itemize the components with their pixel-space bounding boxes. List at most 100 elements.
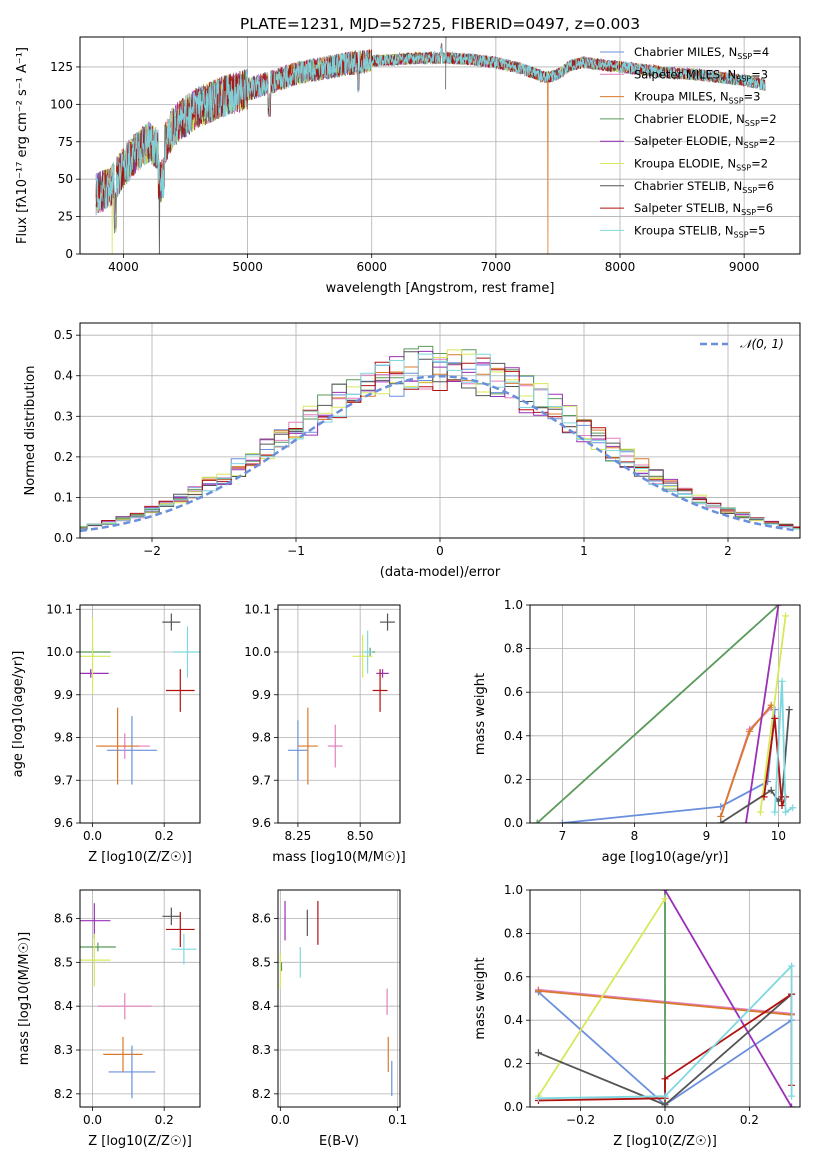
x-axis-label: mass [log10(M/M☉)] xyxy=(272,850,405,865)
x-axis-label: age [log10(age/yr)] xyxy=(602,850,729,865)
y-tick-label: 0.6 xyxy=(504,970,523,984)
x-tick-label: 0.0 xyxy=(83,1113,102,1127)
series-point xyxy=(789,804,797,812)
series-point xyxy=(717,819,725,823)
series-point xyxy=(756,808,764,816)
page-title: PLATE=1231, MJD=52725, FIBERID=0497, z=0… xyxy=(240,15,640,33)
y-axis-label: Flux [fλ10⁻¹⁷ erg cm⁻² s⁻¹ A⁻¹] xyxy=(15,47,30,244)
y-tick-label: 100 xyxy=(50,97,73,111)
y-tick-label: 8.6 xyxy=(252,911,271,925)
grid-lines xyxy=(278,605,400,824)
series-kroupa-miles xyxy=(717,701,775,820)
series-line xyxy=(745,605,780,823)
x-tick-label: 0.0 xyxy=(655,1113,674,1127)
x-tick-label: −0.2 xyxy=(566,1113,595,1127)
series-point xyxy=(788,1092,796,1100)
errorbar-kroupa-miles xyxy=(103,1036,143,1072)
y-tick-label: 0.0 xyxy=(54,531,73,545)
x-tick-label: 1 xyxy=(580,544,588,558)
y-tick-label: 0.5 xyxy=(54,328,73,342)
y-tick-label: 0.6 xyxy=(504,685,523,699)
mass-vs-Z-panel: 0.0 0.2 8.2 8.3 8.4 8.5 8.6 Z [log10(Z/Z☉)] mass… xyxy=(17,889,201,1149)
series-point xyxy=(661,1101,669,1107)
errorbar-salpeter-miles xyxy=(97,993,152,1020)
legend-entry-kroupa-miles: Kroupa MILES, NSSP=3 xyxy=(634,90,760,106)
mass-vs-EBV-panel: 0.0 0.1 8.2 8.3 8.4 8.5 8.6 E(B-V) xyxy=(252,889,407,1149)
series-point xyxy=(782,612,790,620)
series-point xyxy=(782,808,790,816)
x-tick-label: 0.0 xyxy=(83,829,102,843)
grid-lines xyxy=(80,605,200,824)
errorbar-chabrier-miles xyxy=(108,1045,156,1099)
y-tick-label: 0.4 xyxy=(504,729,523,743)
y-tick-label: 9.8 xyxy=(54,731,73,745)
legend-entry-kroupa-stelib: Kroupa STELIB, NSSP=5 xyxy=(634,223,765,239)
age-vs-mass-panel: 8.25 8.50 9.6 9.7 9.8 9.9 10.0 10.1 mass [log10(… xyxy=(244,602,405,865)
errorbar-salpeter-elodie xyxy=(80,903,111,939)
y-axis-label: Normed distribution xyxy=(23,366,38,496)
grid-lines xyxy=(530,604,800,824)
x-tick-label: 2 xyxy=(724,544,732,558)
legend-entry-kroupa-elodie: Kroupa ELODIE, NSSP=2 xyxy=(634,157,768,173)
histograms xyxy=(80,345,800,533)
y-tick-label: 8.3 xyxy=(252,1043,271,1057)
series-kroupa-elodie xyxy=(756,612,790,816)
x-tick-label: 5000 xyxy=(232,260,263,274)
histogram-chabrier-miles xyxy=(80,361,800,528)
series-point xyxy=(558,819,566,823)
x-tick-label: 8.25 xyxy=(285,829,312,843)
x-tick-label: 0.2 xyxy=(155,829,174,843)
series-point xyxy=(774,605,782,609)
y-tick-label: 0.4 xyxy=(504,1013,523,1027)
errorbar-kroupa-elodie xyxy=(80,933,111,987)
y-tick-label: 0.2 xyxy=(54,450,73,464)
grid-lines xyxy=(80,890,200,1107)
y-tick-label: 0.8 xyxy=(504,642,523,656)
errorbar-salpeter-miles xyxy=(327,724,343,768)
errorbar-kroupa-elodie xyxy=(352,634,373,678)
weight-vs-age-lines xyxy=(533,605,797,823)
series-kroupa-stelib xyxy=(771,677,797,816)
y-tick-label: 9.7 xyxy=(54,773,73,787)
legend-entry-normal: 𝒩(0, 1) xyxy=(740,337,784,351)
spectrum-lines xyxy=(95,37,766,254)
series-line xyxy=(537,898,666,1097)
y-tick-label: 75 xyxy=(58,135,73,149)
y-tick-label: 0 xyxy=(65,247,73,261)
y-tick-label: 10.0 xyxy=(46,645,73,659)
errorbar-chabrier-stelib xyxy=(380,613,396,631)
series-salpeter-elodie xyxy=(661,890,796,1107)
series-line xyxy=(538,963,793,1100)
y-tick-label: 125 xyxy=(50,60,73,74)
y-tick-label: 9.9 xyxy=(54,688,73,702)
x-axis-label: Z [log10(Z/Z☉)] xyxy=(88,850,192,865)
series-point xyxy=(742,819,750,823)
x-tick-label: 4000 xyxy=(108,260,139,274)
x-axis-label: wavelength [Angstrom, rest frame] xyxy=(326,281,555,296)
axes-frame xyxy=(529,889,801,1108)
errorbar-chabrier-stelib xyxy=(162,907,181,926)
y-tick-label: 8.4 xyxy=(54,999,73,1013)
series-line xyxy=(562,709,776,823)
age-vs-Z-points xyxy=(80,613,200,785)
y-axis-label: mass weight xyxy=(473,957,488,1039)
series-point xyxy=(788,962,796,970)
errorbar-kroupa-stelib xyxy=(173,626,200,678)
y-axis-label: mass weight xyxy=(473,673,488,755)
histogram-chabrier-stelib xyxy=(80,351,800,529)
x-tick-label: 0.2 xyxy=(740,1113,759,1127)
errorbar-salpeter-stelib xyxy=(165,911,195,947)
errorbar-kroupa-stelib xyxy=(362,630,373,674)
series-point xyxy=(534,1049,542,1057)
series-kroupa-stelib xyxy=(534,962,796,1102)
spectrum-legend: Chabrier MILES, NSSP=4 Salpeter MILES, NS… xyxy=(600,45,777,239)
series-point xyxy=(533,819,541,823)
x-tick-label: −2 xyxy=(143,544,161,558)
series-point xyxy=(760,793,768,801)
series-chabrier-elodie xyxy=(533,605,782,823)
series-point xyxy=(534,987,542,995)
series-salpeter-elodie xyxy=(742,605,782,823)
y-tick-label: 8.2 xyxy=(54,1087,73,1101)
series-chabrier-miles xyxy=(558,706,779,823)
x-tick-label: 0 xyxy=(436,544,444,558)
